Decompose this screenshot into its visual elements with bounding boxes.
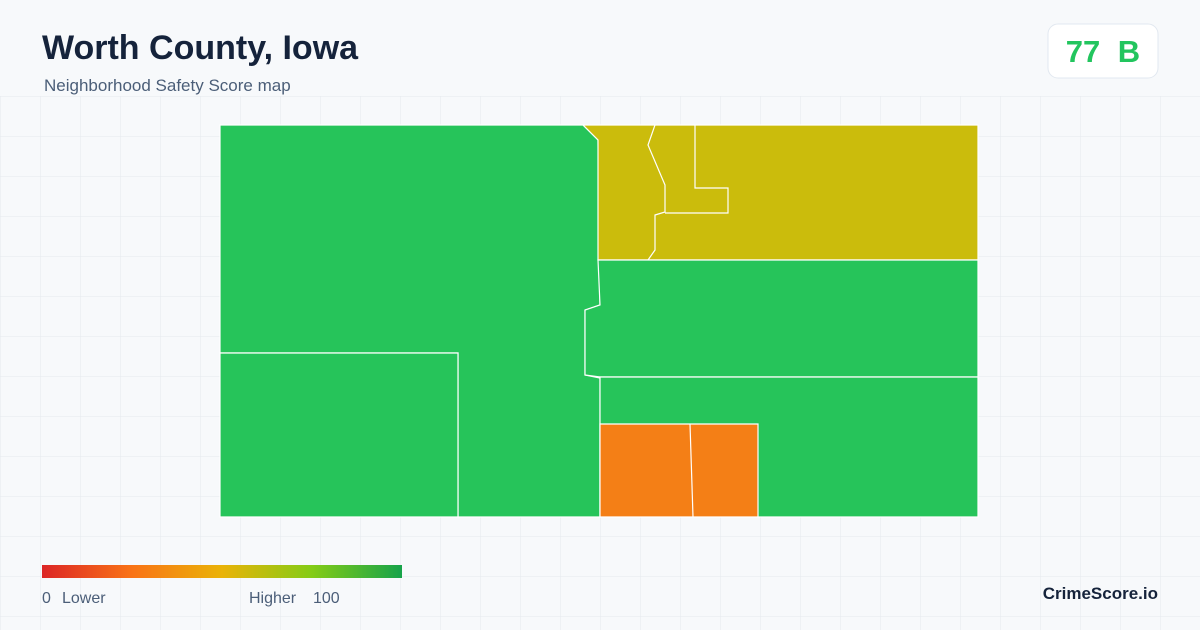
map-region [581,124,979,261]
score-grade: B [1118,34,1140,69]
score-box [1047,23,1159,79]
map-region [219,352,459,518]
legend-scale [42,565,402,578]
map-region [599,423,759,518]
region-border [689,423,694,518]
region-border [665,125,729,214]
legend-min-label: Lower [62,590,106,607]
brand: CrimeScore.io [1043,584,1158,603]
title: Worth County, Iowa [42,29,359,67]
map [219,124,979,518]
legend-max-label: Higher [249,590,297,607]
map-region [584,259,979,378]
legend-max: 100 [313,590,340,607]
legend-min: 0 [42,590,51,607]
subtitle: Neighborhood Safety Score map [44,76,291,95]
region-border [647,124,666,261]
score-value: 77 [1066,34,1100,69]
